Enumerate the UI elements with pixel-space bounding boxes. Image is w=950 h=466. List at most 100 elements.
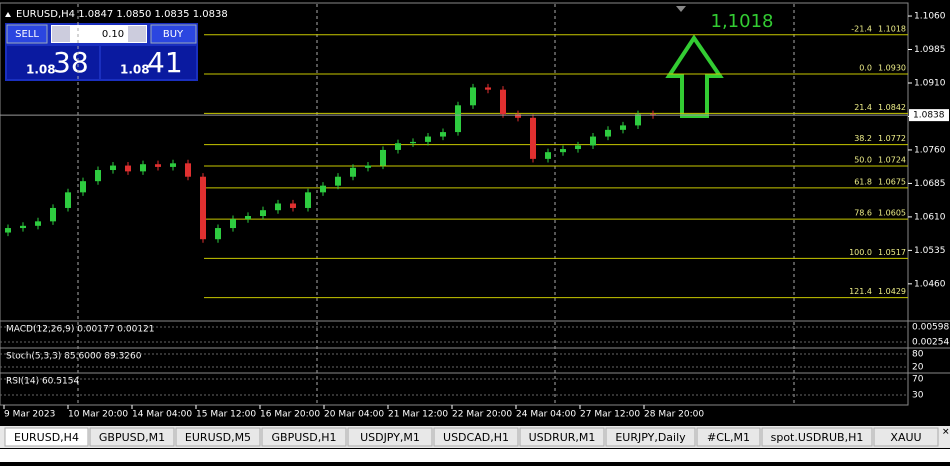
candle-body: [155, 164, 161, 167]
fib-level: 61.8: [854, 177, 872, 186]
candle-body: [125, 165, 131, 172]
candle-body: [455, 105, 461, 133]
fib-price: 1.0842: [878, 103, 906, 112]
candle-body: [95, 170, 101, 182]
candle-body: [470, 87, 476, 106]
collapse-icon: [5, 12, 11, 17]
bid-prefix: 1.08: [26, 63, 56, 77]
tab[interactable]: spot.USDRUB,H1: [761, 427, 873, 447]
candle-body: [365, 165, 371, 168]
indicator-axis-label: 80: [912, 350, 924, 360]
candle-body: [305, 192, 311, 208]
tab[interactable]: GBPUSD,H1: [261, 427, 347, 447]
indicator-label: RSI(14) 60.5154: [6, 377, 79, 387]
fib-price: 1.1018: [878, 24, 906, 33]
indicator-axis-label: 0.00254: [912, 338, 949, 348]
indicator-label: Stoch(5,3,3) 85.6000 89.3260: [6, 352, 142, 362]
fib-price: 1.0772: [878, 134, 906, 143]
y-tick-label: 1.0610: [914, 212, 946, 222]
candle-body: [140, 164, 146, 172]
trade-panel: SELL 0.10 BUY 1.08 38 1.08 41: [5, 23, 198, 81]
candle-body: [545, 152, 551, 159]
y-tick-label: 1.1060: [914, 12, 946, 22]
tab-label: #CL,M1: [707, 431, 750, 444]
tab-label: USDRUR,M1: [529, 431, 596, 444]
candle-body: [485, 87, 491, 90]
x-tick-label: 21 Mar 12:00: [388, 410, 448, 420]
ask-box[interactable]: [101, 46, 196, 79]
tab[interactable]: USDCAD,H1: [433, 427, 519, 447]
candle-body: [80, 181, 86, 193]
fib-price: 1.0429: [878, 287, 906, 296]
tab[interactable]: EURUSD,H4: [4, 427, 89, 447]
candle-body: [530, 117, 536, 159]
buy-label: BUY: [163, 29, 184, 40]
lot-up[interactable]: [128, 26, 146, 42]
x-tick-label: 16 Mar 20:00: [260, 410, 320, 420]
tab-label: GBPUSD,M1: [99, 431, 165, 444]
shift-marker: [676, 6, 686, 12]
candle-body: [170, 163, 176, 167]
lot-down[interactable]: [52, 26, 70, 42]
candle-body: [380, 149, 386, 166]
tab-label: EURUSD,H4: [14, 431, 79, 444]
tab[interactable]: XAUU: [873, 427, 939, 447]
fib-level: 0.0: [859, 64, 872, 73]
up-arrow: [665, 34, 724, 118]
candle-body: [260, 210, 266, 216]
indicator-axis-label: 70: [912, 375, 924, 385]
tab-bg: [433, 427, 519, 447]
fib-level: 121.4: [849, 287, 872, 296]
close-tab[interactable]: ✕: [942, 428, 950, 438]
tab-label: GBPUSD,H1: [272, 431, 337, 444]
candle-body: [635, 114, 641, 126]
y-tick-label: 1.0760: [914, 145, 946, 155]
sell-button[interactable]: [6, 24, 48, 44]
tab[interactable]: USDJPY,M1: [347, 427, 433, 447]
candle-body: [410, 141, 416, 144]
x-tick-label: 14 Mar 04:00: [132, 410, 192, 420]
status-bar: [0, 449, 950, 462]
tab[interactable]: #CL,M1: [696, 427, 761, 447]
sell-label: SELL: [15, 29, 39, 40]
fib-price: 1.0675: [878, 177, 906, 186]
target-annotation: 1,1018: [711, 11, 774, 32]
tab[interactable]: USDRUR,M1: [519, 427, 605, 447]
lot-value: 0.10: [102, 29, 124, 40]
x-tick-label: 22 Mar 20:00: [452, 410, 512, 420]
candle-body: [5, 228, 11, 233]
ask-prefix: 1.08: [120, 63, 150, 77]
fib-level: 38.2: [854, 134, 872, 143]
tab-bg: [696, 427, 761, 447]
buy-button[interactable]: [150, 24, 197, 44]
x-tick-label: 24 Mar 04:00: [516, 410, 576, 420]
tab-label: spot.USDRUB,H1: [771, 431, 864, 444]
tab[interactable]: EURJPY,Daily: [605, 427, 696, 447]
tab-label: XAUU: [890, 431, 921, 444]
y-tick-label: 1.0985: [914, 45, 946, 55]
tab[interactable]: EURUSD,M5: [175, 427, 261, 447]
fib-level: 100.0: [849, 248, 872, 257]
candle-body: [35, 221, 41, 226]
indicator-axis-label: 20: [912, 363, 924, 373]
candle-body: [185, 163, 191, 177]
fib-level: -21.4: [851, 24, 872, 33]
x-tick-label: 15 Mar 12:00: [196, 410, 256, 420]
y-tick-label: 1.0460: [914, 279, 946, 289]
x-tick-label: 28 Mar 20:00: [644, 410, 704, 420]
candle-body: [395, 143, 401, 150]
bid-big: 38: [53, 46, 89, 79]
tab[interactable]: GBPUSD,M1: [89, 427, 175, 447]
candle-body: [275, 203, 281, 211]
tab-label: USDCAD,H1: [443, 431, 509, 444]
fib-price: 1.0930: [878, 64, 906, 73]
price-tag: [909, 109, 949, 122]
tab-label: EURJPY,Daily: [615, 431, 686, 444]
candle-body: [110, 165, 116, 171]
ask-big: 41: [147, 46, 183, 79]
candle-body: [605, 129, 611, 137]
bid-box[interactable]: [7, 46, 99, 79]
tab-bg: [89, 427, 175, 447]
lot-input[interactable]: [51, 25, 147, 43]
tab-bg: [605, 427, 696, 447]
